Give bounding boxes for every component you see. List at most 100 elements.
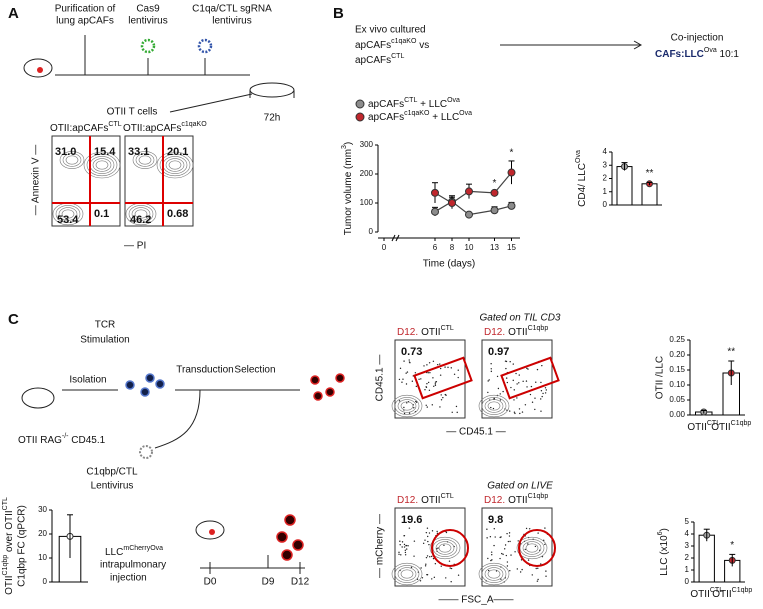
event-dot (535, 567, 537, 570)
category-label-part: CTL (710, 587, 723, 594)
event-dot (521, 568, 523, 571)
contour (432, 539, 458, 557)
plot-title-part: CTL (108, 121, 121, 128)
event-dot (455, 405, 458, 408)
event-dot (428, 543, 430, 546)
event-dot (499, 399, 502, 401)
plot-label-part: C1qbp (528, 325, 549, 332)
y-tick-label: 100 (360, 198, 374, 207)
event-dot (500, 536, 502, 538)
event-dot (542, 392, 544, 395)
event-dot (426, 364, 428, 366)
y-axis-label: CD4/ LLCOva (575, 150, 587, 207)
event-dot (429, 556, 431, 558)
gate-value: 0.97 (488, 346, 509, 358)
event-dot (499, 393, 501, 395)
event-dot (425, 531, 428, 534)
event-dot (432, 557, 435, 560)
event-dot (434, 383, 437, 385)
step-label: lung apCAFs (56, 16, 114, 27)
event-dot (435, 380, 438, 383)
plot-label-part: OTII (508, 327, 527, 338)
day-label: D9 (262, 577, 275, 588)
virus-icon (140, 38, 156, 54)
event-dot (426, 555, 429, 557)
day-label: D12 (291, 577, 310, 588)
event-dot (408, 527, 411, 529)
contour (95, 160, 109, 170)
event-dot (540, 410, 542, 412)
annotation: * (493, 178, 497, 189)
event-dot (414, 372, 417, 374)
contour (400, 401, 414, 411)
plot-label-part: C1qbp (528, 493, 549, 500)
y-tick-label: 2 (603, 174, 608, 183)
y-tick-label: 0.25 (669, 335, 685, 344)
plot-header: D12. OTIICTL (397, 493, 454, 505)
event-dot (398, 551, 400, 554)
event-dot (451, 411, 453, 413)
quadrant-value: 53.4 (57, 214, 79, 226)
plot-label-part: CTL (441, 493, 454, 500)
event-dot (490, 559, 492, 562)
y-tick-label: 0.15 (669, 365, 685, 374)
event-dot (486, 528, 488, 530)
legend-label-part: + LLC (417, 99, 447, 110)
event-dot (456, 411, 458, 414)
step-label: Cas9 (136, 4, 160, 15)
prefix: D12. (397, 495, 418, 506)
x-tick-label: 0 (382, 243, 387, 252)
event-dot (531, 574, 533, 576)
route-label: intrapulmonary (100, 560, 166, 571)
event-dot (426, 383, 428, 385)
y-tick-label: 5 (685, 517, 690, 526)
event-dot (509, 540, 511, 543)
contour (135, 153, 155, 167)
event-dot (399, 540, 401, 542)
point (448, 199, 456, 207)
mouse-icon (21, 387, 55, 409)
step-label: Stimulation (80, 335, 129, 346)
y-tick-label: 1 (685, 565, 690, 574)
arrow-head (633, 40, 643, 50)
y-axis-label-part: C1qbp (2, 555, 9, 576)
event-dot (418, 378, 420, 381)
step-label: Purification of (55, 4, 116, 15)
event-dot (490, 406, 492, 409)
event-dot (528, 528, 531, 530)
event-dot (403, 412, 406, 415)
gate-value: 19.6 (401, 514, 422, 526)
event-dot (541, 395, 543, 398)
event-dot (408, 412, 411, 414)
event-dot (427, 381, 430, 384)
point (465, 210, 473, 219)
event-dot (545, 389, 548, 391)
cell (276, 531, 288, 543)
x-tick-label: 8 (450, 243, 455, 252)
event-dot (509, 410, 511, 412)
cell (325, 387, 335, 397)
quadrant-value: 31.0 (55, 146, 76, 158)
contour (165, 158, 185, 172)
event-dot (402, 378, 404, 380)
contour (138, 155, 152, 165)
decor (21, 35, 643, 574)
y-tick-label: 0 (369, 227, 374, 236)
prefix: D12. (397, 327, 418, 338)
plot-header: D12. OTIIC1qbp (484, 325, 548, 337)
event-dot (426, 535, 429, 538)
event-dot (497, 387, 500, 390)
contour (83, 151, 121, 179)
cell (145, 373, 155, 383)
intro-text-part: apCAFs (355, 55, 391, 66)
x-axis-label: — CD45.1 — (446, 427, 505, 438)
event-dot (439, 374, 442, 376)
event-dot (408, 361, 411, 363)
event-dot (518, 382, 520, 384)
event-dot (516, 383, 518, 385)
contour (525, 543, 539, 553)
contour (61, 209, 75, 219)
event-dot (540, 381, 542, 384)
quadrant-value: 33.1 (128, 146, 149, 158)
event-dot (526, 386, 528, 388)
